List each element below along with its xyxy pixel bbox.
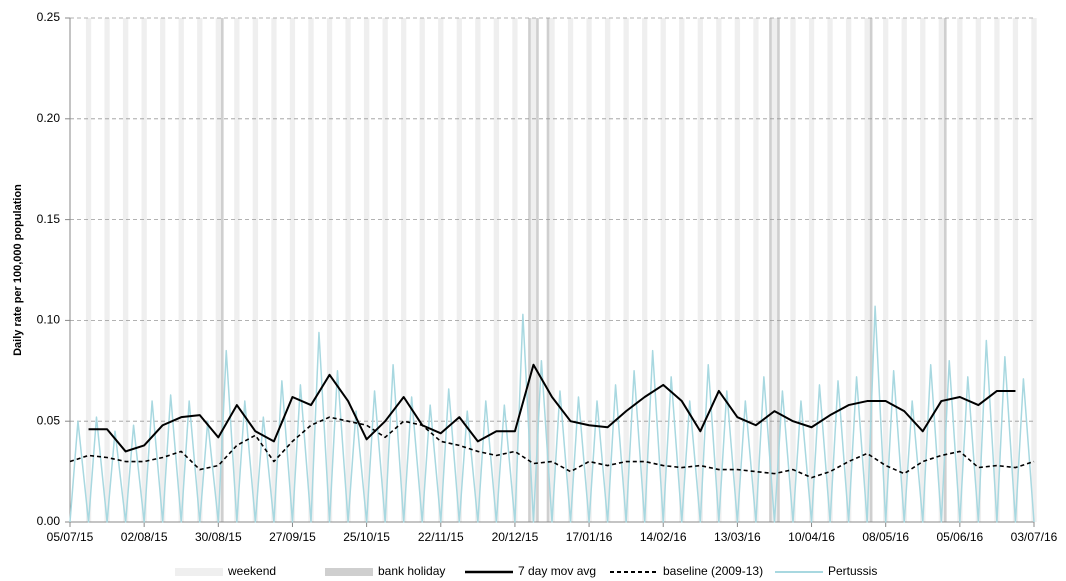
y-axis-label: Daily rate per 100,000 population <box>12 184 24 356</box>
shade-band <box>160 18 166 522</box>
shade-band <box>920 18 926 522</box>
shade-band <box>234 18 240 522</box>
x-tick-label: 02/08/15 <box>121 530 168 544</box>
legend-swatch <box>175 568 223 576</box>
shade-band <box>493 18 500 522</box>
shade-band <box>85 18 92 522</box>
y-tick-label: 0.00 <box>37 514 61 528</box>
shade-band <box>326 18 333 522</box>
x-tick-label: 22/11/15 <box>418 530 464 544</box>
shade-band <box>475 18 481 522</box>
x-tick-label: 20/12/15 <box>492 530 539 544</box>
shade-band <box>252 18 259 522</box>
y-tick-label: 0.20 <box>37 111 61 125</box>
x-tick-label: 05/06/16 <box>936 530 983 544</box>
shade-band <box>512 18 518 522</box>
shade-band <box>382 18 388 522</box>
shade-band <box>994 18 1000 522</box>
x-tick-label: 08/05/16 <box>862 530 909 544</box>
x-tick-label: 10/04/16 <box>788 530 835 544</box>
shade-band <box>289 18 296 522</box>
shade-band <box>753 18 759 522</box>
shade-band <box>869 18 873 522</box>
y-tick-label: 0.10 <box>37 313 61 327</box>
shade-band <box>769 18 772 522</box>
legend-label: 7 day mov avg <box>518 564 596 578</box>
shade-band <box>141 18 147 522</box>
shade-band <box>975 18 982 522</box>
shade-band <box>734 18 741 522</box>
legend-label: bank holiday <box>378 564 445 578</box>
shade-band <box>660 18 666 522</box>
shade-band <box>938 18 944 522</box>
shade-band <box>178 18 184 522</box>
y-tick-label: 0.15 <box>37 212 61 226</box>
shade-band <box>308 18 314 522</box>
shade-band <box>345 18 351 522</box>
shade-band <box>1031 18 1037 522</box>
line <box>69 305 1035 523</box>
shade-band <box>716 18 722 522</box>
x-tick-label: 27/09/15 <box>269 530 316 544</box>
legend-swatch <box>325 568 373 576</box>
shade-band <box>104 18 110 522</box>
shade-band <box>586 18 592 522</box>
shade-band <box>438 18 444 522</box>
y-tick-label: 0.05 <box>37 413 61 427</box>
shade-band <box>901 18 907 522</box>
shade-band <box>864 18 870 522</box>
shade-band <box>604 18 611 522</box>
shade-band <box>697 18 703 522</box>
shade-band <box>827 18 833 522</box>
shade-band <box>536 18 539 522</box>
shade-band <box>419 18 425 522</box>
shade-band <box>883 18 889 522</box>
legend-label: Pertussis <box>828 564 877 578</box>
shade-band <box>220 18 224 522</box>
x-tick-label: 13/03/16 <box>714 530 761 544</box>
x-tick-label: 30/08/15 <box>195 530 242 544</box>
y-tick-label: 0.25 <box>37 10 61 24</box>
shade-band <box>197 18 203 522</box>
legend-label: weekend <box>227 564 276 578</box>
line <box>69 416 1035 479</box>
x-tick-label: 14/02/16 <box>640 530 687 544</box>
shade-band <box>679 18 685 522</box>
shade-band <box>456 18 462 522</box>
shade-band <box>642 18 648 522</box>
shade-band <box>546 18 550 522</box>
shade-band <box>1012 18 1019 522</box>
shade-band <box>122 18 129 522</box>
shade-band <box>777 18 780 522</box>
shade-band <box>215 18 221 522</box>
shade-band <box>528 18 531 522</box>
x-tick-label: 05/07/15 <box>47 530 94 544</box>
shade-band <box>790 18 796 522</box>
shade-band <box>401 18 407 522</box>
legend-label: baseline (2009-13) <box>663 564 763 578</box>
shade-band <box>957 18 963 522</box>
shade-band <box>771 18 778 522</box>
x-tick-label: 25/10/15 <box>343 530 390 544</box>
shade-band <box>530 18 537 522</box>
shade-band <box>943 18 947 522</box>
shade-band <box>549 18 555 522</box>
shade-band <box>845 18 852 522</box>
line <box>88 363 1016 453</box>
x-tick-label: 03/07/16 <box>1011 530 1058 544</box>
shade-band <box>363 18 370 522</box>
shade-band <box>567 18 574 522</box>
shade-band <box>808 18 815 522</box>
x-tick-label: 17/01/16 <box>566 530 613 544</box>
shade-band <box>271 18 277 522</box>
shade-band <box>623 18 629 522</box>
